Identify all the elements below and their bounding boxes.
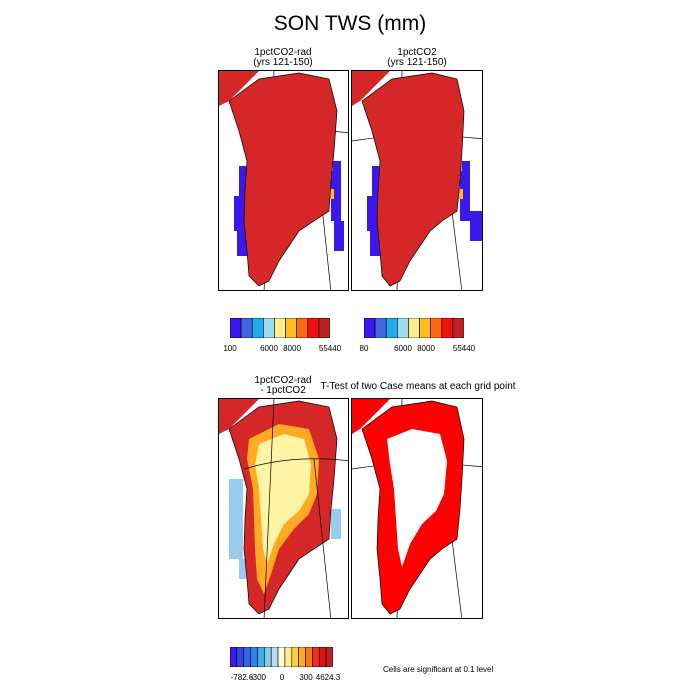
cbar3-swatch <box>277 646 286 668</box>
cbar1-swatch <box>285 317 297 339</box>
cbar3-swatch <box>243 646 251 668</box>
significance-note: Cells are significant at 0.1 level <box>383 665 494 674</box>
cbar2-label-3: 55440 <box>452 344 476 353</box>
cbar3-swatch <box>250 646 258 668</box>
cbar3-swatch <box>298 646 306 668</box>
cbar2-swatch <box>441 317 454 339</box>
panel2-title-line2: (yrs 121-150) <box>387 57 447 68</box>
cbar1-label-1: 6000 <box>260 344 278 353</box>
colorbar-1-svg <box>229 317 331 339</box>
colorbar-3-svg <box>229 646 334 668</box>
cbar1-swatch <box>229 317 242 339</box>
cbar2-swatch <box>408 317 420 339</box>
cbar1-swatch <box>263 317 275 339</box>
cbar2-swatch <box>452 317 465 339</box>
cbar3-label-2: 0 <box>279 673 285 682</box>
cbar3-label-4: 4624.3 <box>315 673 341 682</box>
cbar1-label-0: 100 <box>223 344 237 353</box>
greenland-landmass-1 <box>228 72 338 287</box>
map-panel-1pctco2 <box>351 70 483 291</box>
cbar1-swatch <box>251 317 264 339</box>
panel2-title-line1: 1pctCO2 <box>397 47 437 58</box>
cbar1-swatch <box>274 317 286 339</box>
not-significant-interior <box>387 429 447 567</box>
cbar2-swatch <box>374 317 387 339</box>
cbar1-swatch <box>240 317 253 339</box>
cbar2-swatch <box>430 317 443 339</box>
panel3-title-line1: 1pctCO2-rad <box>254 375 312 386</box>
cbar1-swatch <box>318 317 331 339</box>
cbar1-label-3: 55440 <box>318 344 342 353</box>
cbar2-swatch <box>363 317 376 339</box>
colorbar-3 <box>229 646 334 668</box>
cbar1-swatch <box>307 317 320 339</box>
map-greenland-ttest <box>352 399 482 618</box>
map-greenland-diff <box>219 399 348 618</box>
panel2-title: 1pctCO2 (yrs 121-150) <box>351 48 483 68</box>
cbar3-swatch <box>305 646 313 668</box>
cbar3-label-3: 300 <box>299 673 313 682</box>
colorbar-1-labels: 100 6000 8000 55440 <box>223 344 341 356</box>
cbar2-swatch <box>397 317 409 339</box>
map-panel-1pctco2-rad <box>218 70 349 291</box>
cbar3-swatch <box>257 646 265 668</box>
cbar3-swatch <box>229 646 238 668</box>
panel1-title-line2: (yrs 121-150) <box>253 57 313 68</box>
cbar2-swatch <box>419 317 431 339</box>
diff-pale-interior <box>255 434 311 564</box>
cbar3-swatch <box>284 646 293 668</box>
map-panel-difference <box>218 398 349 619</box>
cbar3-swatch <box>291 646 299 668</box>
cbar1-swatch <box>296 317 309 339</box>
cbar3-swatch <box>236 646 245 668</box>
cbar2-label-2: 8000 <box>417 344 435 353</box>
cbar2-label-1: 6000 <box>394 344 412 353</box>
panel3-title: 1pctCO2-rad - 1pctCO2 <box>218 376 348 396</box>
cbar2-swatch <box>385 317 398 339</box>
map-greenland-2 <box>352 71 482 290</box>
panel4-title: T-Test of two Case means at each grid po… <box>320 381 516 392</box>
figure-title: SON TWS (mm) <box>273 12 427 35</box>
greenland-landmass-2 <box>361 72 465 287</box>
cbar3-swatch <box>325 646 334 668</box>
map-greenland-1 <box>219 71 348 290</box>
colorbar-2 <box>363 317 465 339</box>
cbar2-label-0: 80 <box>359 344 369 353</box>
cbar3-label-1: -300 <box>249 673 267 682</box>
cbar3-label-0: -782.6 <box>230 673 254 682</box>
panel1-title: 1pctCO2-rad (yrs 121-150) <box>218 48 348 68</box>
panel3-title-line2: - 1pctCO2 <box>260 385 306 396</box>
cbar3-swatch <box>264 646 272 668</box>
cbar3-swatch <box>318 646 327 668</box>
colorbar-1 <box>229 317 331 339</box>
cbar3-swatch <box>312 646 320 668</box>
panel1-title-line1: 1pctCO2-rad <box>254 47 312 58</box>
colorbar-3-labels: -782.6 -300 0 300 4624.3 <box>230 673 341 685</box>
colorbar-2-svg <box>363 317 465 339</box>
colorbar-2-labels: 80 6000 8000 55440 <box>360 344 476 356</box>
cbar1-label-2: 8000 <box>283 344 301 353</box>
cbar3-swatch <box>270 646 279 668</box>
map-panel-ttest <box>351 398 483 619</box>
